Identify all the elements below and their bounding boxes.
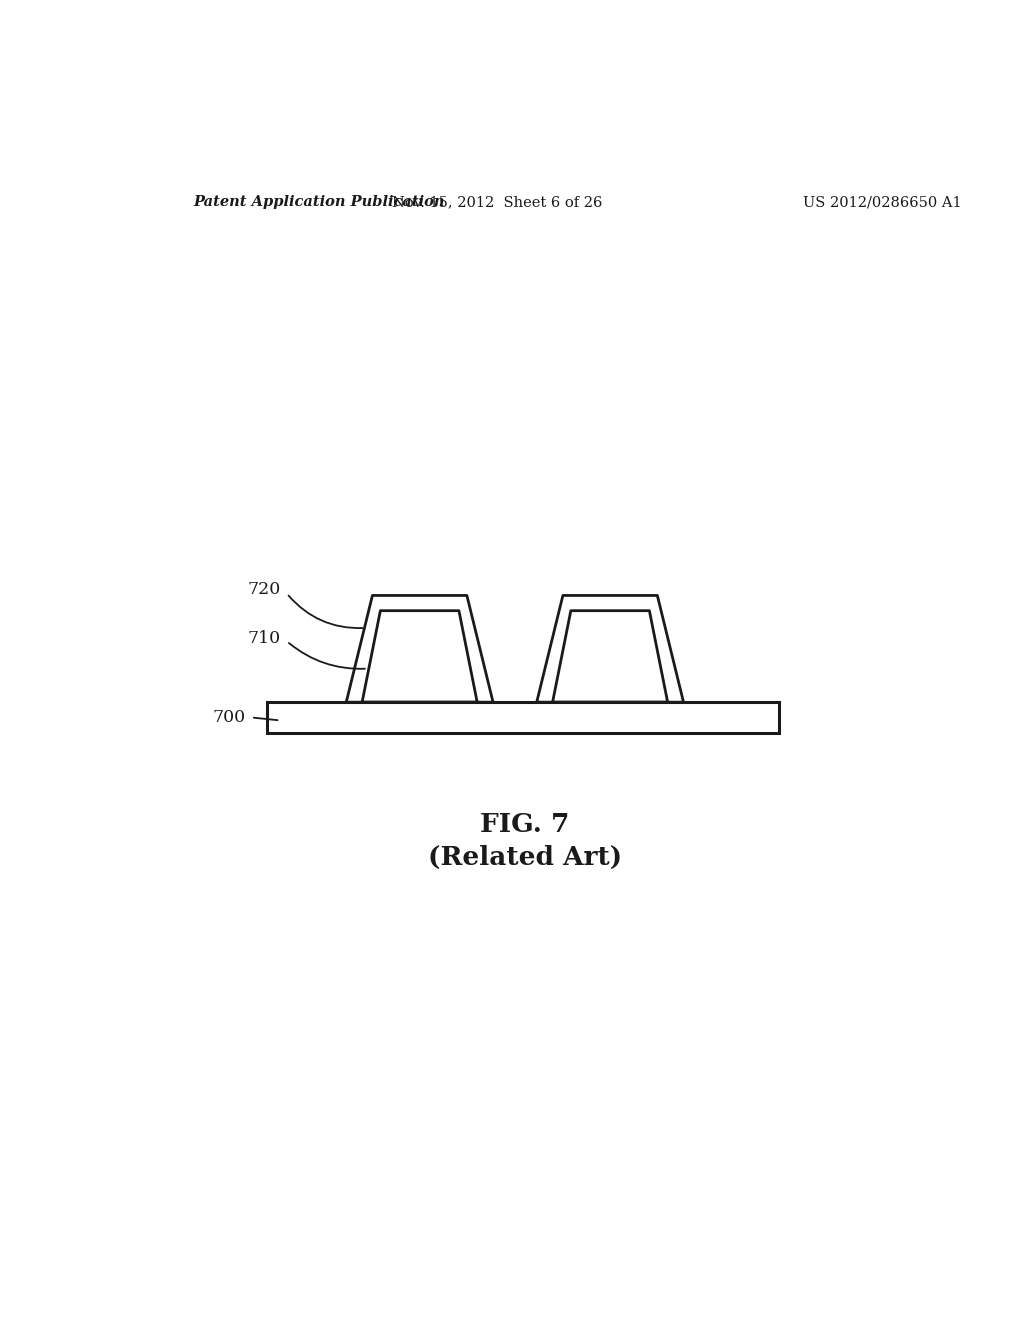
Text: US 2012/0286650 A1: US 2012/0286650 A1 (803, 195, 962, 209)
Text: 700: 700 (212, 709, 246, 726)
Text: Patent Application Publication: Patent Application Publication (194, 195, 444, 209)
Text: (Related Art): (Related Art) (428, 845, 622, 870)
Text: Nov. 15, 2012  Sheet 6 of 26: Nov. 15, 2012 Sheet 6 of 26 (392, 195, 602, 209)
Bar (267, 702, 778, 733)
Text: FIG. 7: FIG. 7 (480, 812, 569, 837)
Text: 720: 720 (247, 581, 281, 598)
Text: 710: 710 (247, 630, 281, 647)
